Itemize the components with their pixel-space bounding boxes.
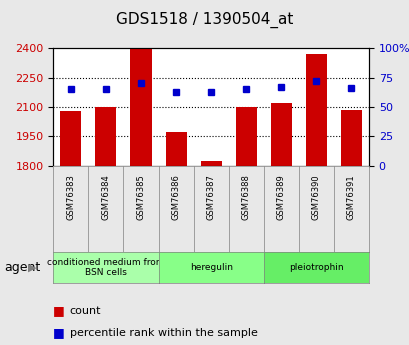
Text: percentile rank within the sample: percentile rank within the sample (70, 328, 257, 338)
Bar (165, 132, 186, 166)
Text: GDS1518 / 1390504_at: GDS1518 / 1390504_at (116, 12, 293, 28)
Text: GSM76391: GSM76391 (346, 174, 355, 220)
Text: GSM76385: GSM76385 (136, 174, 145, 220)
Bar (60, 111, 81, 166)
Text: ■: ■ (53, 326, 65, 339)
Text: GSM76386: GSM76386 (171, 174, 180, 220)
Bar (270, 103, 291, 166)
Text: GSM76383: GSM76383 (66, 174, 75, 220)
Text: GSM76387: GSM76387 (206, 174, 215, 220)
Text: pleiotrophin: pleiotrophin (288, 263, 343, 272)
Text: ▶: ▶ (28, 263, 36, 272)
Text: GSM76389: GSM76389 (276, 174, 285, 220)
Text: agent: agent (4, 261, 40, 274)
Text: ■: ■ (53, 304, 65, 317)
Text: GSM76384: GSM76384 (101, 174, 110, 220)
Bar (235, 107, 256, 166)
Text: conditioned medium from
BSN cells: conditioned medium from BSN cells (47, 258, 164, 277)
Text: GSM76390: GSM76390 (311, 174, 320, 220)
Bar (130, 48, 151, 166)
Text: count: count (70, 306, 101, 315)
Text: GSM76388: GSM76388 (241, 174, 250, 220)
Bar (305, 54, 326, 166)
Bar (340, 110, 361, 166)
Bar (200, 161, 221, 166)
Bar (95, 107, 116, 166)
Text: heregulin: heregulin (189, 263, 232, 272)
